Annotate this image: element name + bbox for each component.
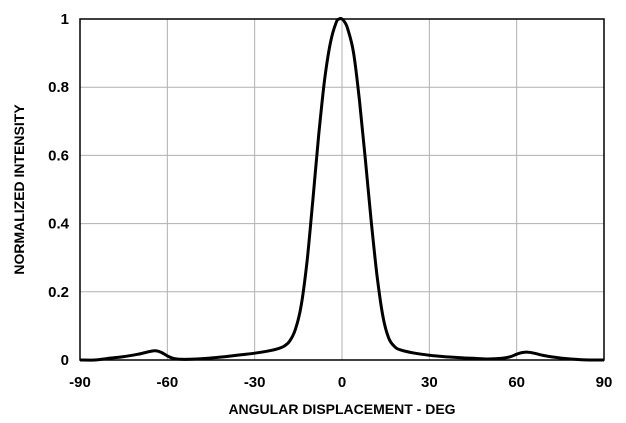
series-line (79, 17, 605, 362)
y-tick-labels: 0 0.2 0.4 0.6 0.8 1 (48, 11, 70, 369)
x-tick-label: 90 (596, 374, 613, 391)
x-tick-label: -30 (244, 374, 266, 391)
x-tick-label: -90 (69, 374, 91, 391)
x-axis-label: ANGULAR DISPLACEMENT - DEG (228, 401, 455, 417)
x-tick-label: 0 (338, 374, 346, 391)
x-tick-labels: -90 -60 -30 0 30 60 90 (69, 374, 612, 391)
x-tick-label: -60 (156, 374, 178, 391)
y-tick-label: 0.8 (48, 79, 69, 96)
y-tick-label: 0.6 (48, 147, 69, 164)
y-axis-label: NORMALIZED INTENSITY (11, 104, 27, 275)
y-tick-label: 0 (61, 352, 69, 369)
y-tick-label: 0.4 (48, 216, 70, 233)
x-tick-label: 30 (421, 374, 438, 391)
y-tick-label: 1 (61, 11, 69, 28)
x-tick-label: 60 (508, 374, 525, 391)
y-tick-label: 0.2 (48, 284, 69, 301)
